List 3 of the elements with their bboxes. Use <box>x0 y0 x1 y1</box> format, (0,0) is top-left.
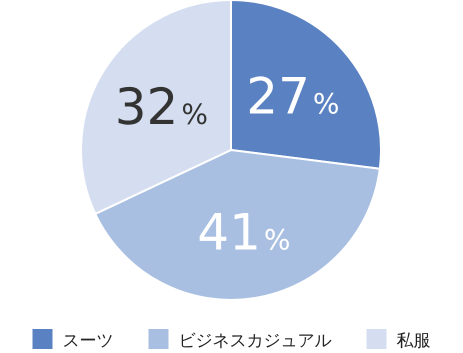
legend-label: ビジネスカジュアル <box>178 331 332 351</box>
legend-label: スーツ <box>62 331 114 351</box>
legend-label: 私服 <box>396 331 430 351</box>
